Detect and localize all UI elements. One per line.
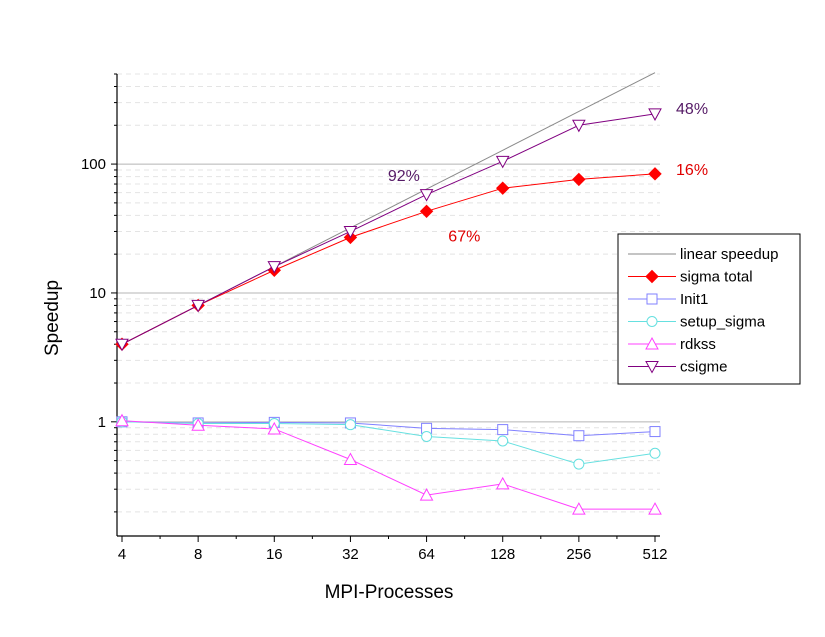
data-point-setup-sigma <box>573 458 585 470</box>
data-point-rdkss <box>495 476 510 490</box>
data-point-csigme <box>267 261 282 274</box>
data-point-rdkss <box>648 502 662 515</box>
x-tick-label: 4 <box>118 546 126 563</box>
legend-swatch-marker <box>645 336 659 350</box>
series-line-csigme <box>121 113 656 345</box>
legend-label: rdkss <box>680 336 716 353</box>
data-point-rdkss <box>267 421 282 435</box>
data-point-csigme <box>191 299 205 313</box>
data-point-csigme <box>648 108 662 121</box>
y-tick-label: 10 <box>89 285 106 302</box>
series-line-init1 <box>121 421 656 437</box>
annotation-label: 67% <box>448 229 480 246</box>
data-point-setup-sigma <box>421 430 433 442</box>
legend-box <box>617 233 801 385</box>
series-line-setup-sigma <box>121 421 656 465</box>
series-rdkss <box>115 413 662 515</box>
legend-item-setup-sigma: setup_sigma <box>628 314 766 331</box>
legend-label: Init1 <box>680 291 708 308</box>
data-point-setup-sigma <box>649 447 661 459</box>
data-point-sigma-total <box>572 172 586 187</box>
data-point-rdkss <box>419 488 434 501</box>
legend-item-init1: Init1 <box>628 291 708 308</box>
y-tick-label: 100 <box>81 156 106 173</box>
legend-label: linear speedup <box>680 246 778 263</box>
legend-item-sigma-total: sigma total <box>628 269 753 286</box>
annotation-label: 48% <box>676 101 708 118</box>
y-tick-label: 1 <box>98 414 106 431</box>
series-line-rdkss <box>121 420 655 510</box>
data-point-rdkss <box>572 502 586 515</box>
data-point-csigme <box>572 119 586 133</box>
series-line-sigma-total <box>121 173 656 345</box>
series-sigma-total <box>115 167 662 351</box>
data-point-rdkss <box>343 452 358 465</box>
annotation-label: 16% <box>676 162 708 179</box>
annotation-label: 92% <box>388 168 420 185</box>
data-point-sigma-total <box>648 167 662 181</box>
axis-ticks: 1 10 100 4 8 16 32 64 128 256 512 <box>81 73 668 563</box>
x-tick-label: 8 <box>194 546 202 563</box>
legend-swatch-marker <box>645 361 659 374</box>
x-tick-label: 512 <box>642 546 667 563</box>
data-point-sigma-total <box>419 204 434 219</box>
series-csigme <box>115 108 662 352</box>
legend-label: csigme <box>680 359 728 376</box>
series-layer <box>115 72 662 515</box>
data-point-csigme <box>115 338 129 352</box>
legend-label: sigma total <box>680 269 753 286</box>
data-point-sigma-total <box>496 181 510 195</box>
x-tick-label: 64 <box>418 546 435 563</box>
data-point-rdkss <box>191 418 205 431</box>
x-tick-label: 128 <box>490 546 515 563</box>
annotations: 92% 67% 48% 16% <box>388 101 708 246</box>
x-tick-label: 16 <box>266 546 283 563</box>
data-point-init1 <box>649 426 661 438</box>
legend-swatch-marker <box>646 293 658 305</box>
grid-lines <box>117 73 660 513</box>
x-tick-label: 256 <box>566 546 591 563</box>
data-point-init1 <box>497 424 509 436</box>
legend-item-linear-speedup: linear speedup <box>628 246 778 263</box>
legend-label: setup_sigma <box>680 314 766 331</box>
legend-item-csigme: csigme <box>628 359 728 376</box>
data-point-csigme <box>495 155 510 169</box>
data-point-csigme <box>343 225 358 239</box>
data-point-init1 <box>573 430 585 442</box>
x-axis-title: MPI-Processes <box>325 582 454 603</box>
x-tick-label: 32 <box>342 546 359 563</box>
legend-swatch-marker <box>645 269 659 284</box>
data-point-setup-sigma <box>497 435 509 447</box>
y-axis-title: Speedup <box>42 280 63 356</box>
data-point-csigme <box>419 189 434 202</box>
data-point-rdkss <box>115 413 129 427</box>
data-point-setup-sigma <box>344 419 356 431</box>
legend-item-rdkss: rdkss <box>628 336 716 353</box>
legend-swatch-marker <box>646 316 658 327</box>
legend: linear speedup sigma total Init1 setup_sigm… <box>617 233 801 385</box>
